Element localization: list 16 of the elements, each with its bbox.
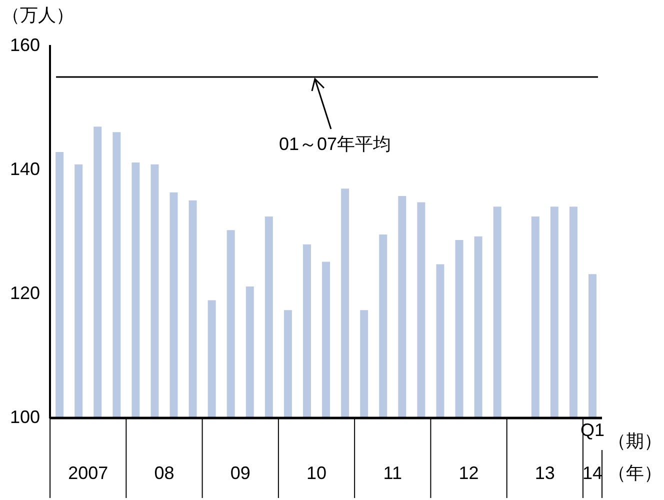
text: 09 — [230, 462, 250, 483]
y-axis-title: （万人） — [2, 4, 74, 25]
text: 08 — [154, 462, 174, 483]
y-tick-label: 120 — [10, 282, 40, 303]
text: 14 — [582, 462, 602, 483]
text: 12 — [458, 462, 479, 483]
y-tick-label: 140 — [10, 158, 40, 179]
text: 11 — [383, 462, 402, 483]
y-tick-label: 160 — [10, 34, 40, 55]
x-axis-title: （期） — [608, 430, 662, 451]
text: （年） — [608, 462, 662, 483]
text: 2007 — [68, 462, 108, 483]
ref-line-label: 01～07年平均 — [278, 134, 391, 154]
text: 10 — [306, 462, 327, 483]
text: 13 — [534, 462, 555, 483]
y-tick-label: 100 — [10, 406, 40, 427]
